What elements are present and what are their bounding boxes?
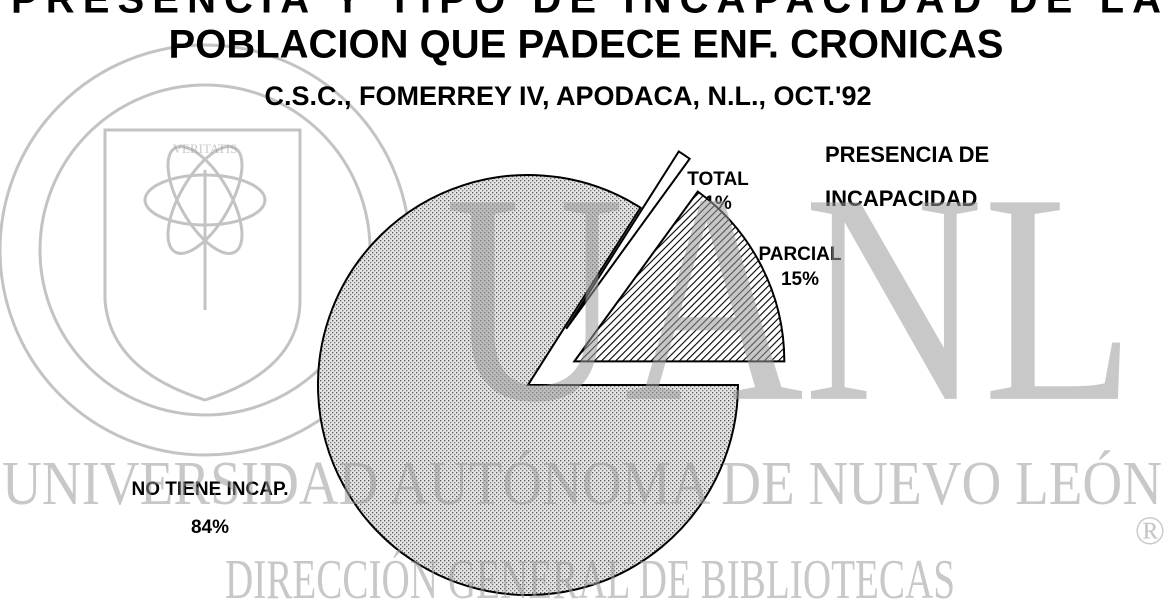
pie-slice [317, 174, 740, 596]
watermark: UANL UNIVERSIDAD AUTÓNOMA DE NUEVO LEÓN … [2, 132, 1165, 610]
slice-label: NO TIENE INCAP. [132, 479, 289, 500]
slice-label: TOTAL [687, 169, 749, 190]
chart-subtitle: C.S.C., FOMERREY IV, APODACA, N.L., OCT.… [264, 81, 871, 111]
legend-title: INCAPACIDAD [825, 186, 977, 211]
watermark-initials: UANL [445, 132, 1135, 464]
pie-slice [565, 150, 692, 330]
legend-title: PRESENCIA DE [825, 142, 989, 167]
watermark-mark: ® [1135, 508, 1165, 553]
slice-value: 15% [781, 269, 819, 290]
slice-label: PARCIAL [758, 244, 841, 265]
chart-title-line2: POBLACION QUE PADECE ENF. CRONICAS [169, 23, 1004, 67]
seal-motto: VERITATIS [173, 141, 238, 156]
pie-slice [572, 190, 786, 363]
watermark-university: UNIVERSIDAD AUTÓNOMA DE NUEVO LEÓN [2, 450, 1162, 518]
watermark-library: DIRECCIÓN GENERAL DE BIBLIOTECAS [225, 548, 955, 610]
chart-title: PRESENCIA Y TIPO DE INCAPACIDAD DE LA [11, 0, 1161, 22]
slice-value: 84% [191, 517, 229, 538]
seal [0, 43, 412, 457]
